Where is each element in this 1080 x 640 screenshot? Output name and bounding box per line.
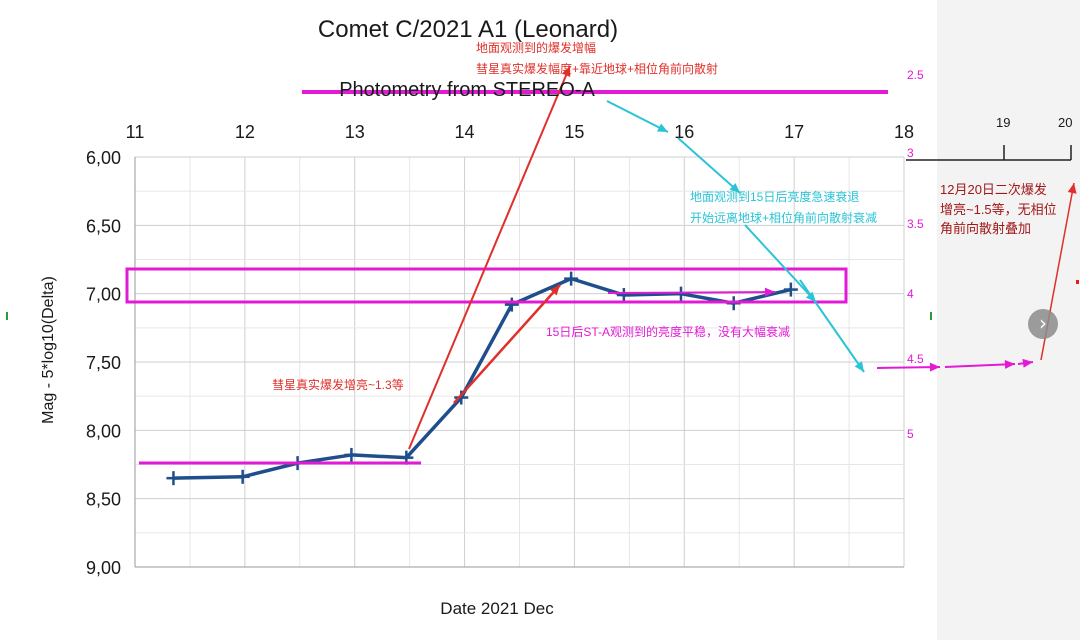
magenta-arrow-ext-2-head <box>1004 359 1015 369</box>
series-line <box>173 276 792 480</box>
x-axis-label: Date 2021 Dec <box>440 599 554 618</box>
y-tick-label: 9,00 <box>86 558 121 578</box>
cyan-arrow-3-shaft <box>744 224 817 303</box>
annotation-ground-outburst: 地面观测到的爆发增幅 <box>476 40 596 55</box>
x-tick-label: 18 <box>894 122 914 142</box>
y-axis-label: Mag - 5*log10(Delta) <box>40 276 57 424</box>
stable-brightness-box <box>125 267 848 304</box>
data-point <box>673 286 688 301</box>
cyan-arrow-4 <box>799 279 865 373</box>
right-axis-tick-label: 2.5 <box>907 68 924 82</box>
magenta-arrow-ext-2 <box>944 359 1016 369</box>
magenta-arrow-ext-1-head <box>929 362 940 372</box>
magenta-arrow-plateau-shaft <box>607 291 776 294</box>
annotation-ground-decline-1: 地面观测到15日后亮度急速衰退 <box>690 189 859 204</box>
data-point <box>344 447 359 462</box>
right-axis-tick-labels: 2.5 3 3.5 4 4.5 5 19 20 <box>907 68 1072 441</box>
magenta-arrow-ext-3 <box>1017 358 1034 368</box>
magenta-arrow-ext-3-head <box>1022 358 1033 368</box>
x-tick-label: 11 <box>126 122 145 142</box>
x-tick-label: 17 <box>784 122 804 142</box>
right-axis-tick-label: 3.5 <box>907 217 924 231</box>
edge-marker-right <box>1076 280 1079 284</box>
data-point <box>616 288 631 303</box>
data-point <box>235 469 250 484</box>
right-axis-tick-label: 3 <box>907 146 914 160</box>
annotation-second-outburst-2: 增亮~1.5等，无相位 <box>940 202 1057 217</box>
annotation-ground-decline-2: 开始远离地球+相位角前向散射衰减 <box>690 210 877 225</box>
x-tick-label: 12 <box>235 122 255 142</box>
axis-frame <box>134 145 1072 568</box>
series <box>166 271 798 486</box>
x-tick-label: 15 <box>564 122 584 142</box>
annotation-sta-stable: 15日后ST-A观测到的亮度平稳，没有大幅衰减 <box>546 324 790 339</box>
red-arrow-true-outburst-head <box>549 285 560 296</box>
cyan-arrow-1-head <box>657 123 668 132</box>
cyan-arrow-1-shaft <box>606 100 669 133</box>
chart-subtitle: Photometry from STEREO-A <box>339 79 595 101</box>
data-point <box>166 471 181 486</box>
x-tick-labels: 11 12 13 14 15 16 17 18 <box>126 122 914 142</box>
right-axis-tick-label: 4.5 <box>907 352 924 366</box>
data-point <box>504 297 519 312</box>
x-tick-label: 16 <box>674 122 694 142</box>
edge-marker-left <box>6 312 8 320</box>
red-arrow-ground-outburst-shaft <box>408 65 571 450</box>
data-point <box>454 390 469 405</box>
y-tick-label: 7,50 <box>86 353 121 373</box>
x-tick-label: 14 <box>455 122 475 142</box>
magenta-arrow-ext-1-shaft <box>876 366 941 369</box>
y-tick-label: 7,00 <box>86 285 121 305</box>
right-axis-tick-label: 4 <box>907 287 914 301</box>
y-tick-label: 6,00 <box>86 148 121 168</box>
extension-axis-tick-label: 20 <box>1058 115 1072 130</box>
y-tick-labels: 6,00 6,50 7,00 7,50 8,00 8,50 9,00 <box>86 148 121 578</box>
cyan-arrow-2 <box>677 137 741 194</box>
data-point <box>564 271 579 286</box>
red-arrow-second-outburst-head <box>1067 183 1077 194</box>
red-arrow-ground-outburst-head <box>561 66 571 77</box>
x-tick-label: 13 <box>345 122 365 142</box>
annotation-second-outburst-3: 角前向散射叠加 <box>940 221 1031 236</box>
extension-axis-tick-label: 19 <box>996 115 1010 130</box>
y-tick-label: 8,50 <box>86 490 121 510</box>
overlays <box>125 65 1077 465</box>
chart-title: Comet C/2021 A1 (Leonard) <box>318 16 618 43</box>
annotation-true-outburst: 彗星真实爆发增亮~1.3等 <box>272 377 404 392</box>
chevron-right-icon: › <box>1039 311 1047 335</box>
cyan-arrow-1 <box>606 100 669 133</box>
data-point <box>783 282 798 297</box>
cyan-arrow-2-head <box>729 182 740 193</box>
edge-marker-mid <box>930 312 932 320</box>
magenta-arrow-plateau <box>607 287 776 297</box>
right-axis-tick-label: 5 <box>907 427 914 441</box>
cyan-arrow-4-shaft <box>799 279 865 373</box>
red-arrow-ground-outburst <box>408 65 571 450</box>
red-arrow-true-outburst-shaft <box>453 284 561 404</box>
y-tick-label: 6,50 <box>86 216 121 236</box>
annotation-second-outburst-1: 12月20日二次爆发 <box>940 182 1047 197</box>
red-arrow-true-outburst <box>453 284 561 404</box>
magenta-arrow-ext-2-shaft <box>944 363 1016 368</box>
next-slide-button[interactable]: › <box>1028 309 1058 339</box>
magenta-arrow-plateau-head <box>764 287 775 297</box>
y-tick-label: 8,00 <box>86 421 121 441</box>
annotation-ground-outburst-cause: 彗星真实爆发幅度+靠近地球+相位角前向散射 <box>476 61 718 76</box>
cyan-arrow-4-head <box>854 361 864 372</box>
magenta-arrow-ext-1 <box>876 362 941 372</box>
cyan-arrow-2-shaft <box>677 137 741 194</box>
